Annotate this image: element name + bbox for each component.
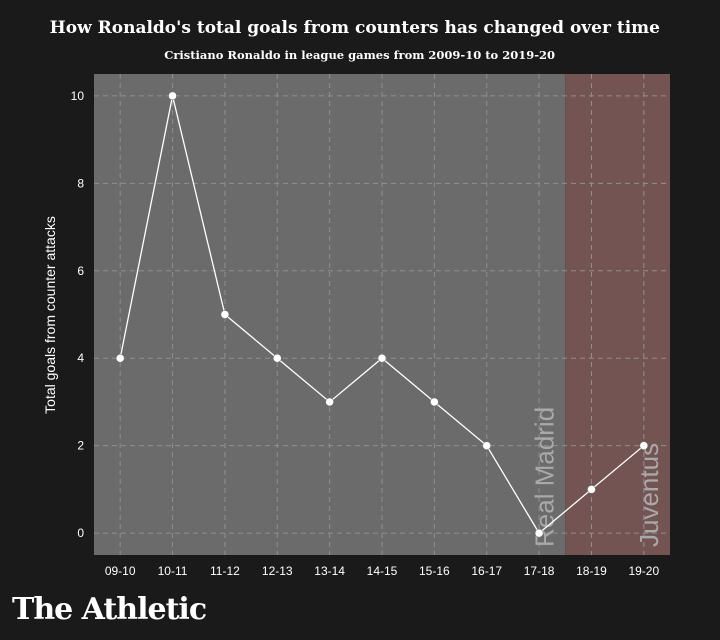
x-tick-label: 10-11: [158, 564, 188, 578]
data-point-19-20: [639, 441, 649, 450]
region-label-real-madrid: Real Madrid: [529, 407, 559, 547]
y-tick-label: 10: [71, 89, 85, 103]
data-points: [115, 91, 649, 538]
data-point-15-16: [430, 397, 439, 407]
y-tick-label: 0: [77, 526, 84, 540]
y-tick-label: 2: [77, 439, 84, 453]
x-tick-label: 18-19: [576, 564, 607, 578]
chart-subtitle: Cristiano Ronaldo in league games from 2…: [164, 48, 555, 62]
x-tick-label: 15-16: [419, 564, 450, 578]
data-point-12-13: [273, 353, 282, 363]
data-point-17-18: [534, 528, 544, 538]
x-tick-label: 19-20: [628, 564, 659, 578]
data-point-09-10: [115, 353, 125, 363]
data-point-16-17: [482, 441, 491, 450]
y-tick-label: 6: [77, 264, 84, 278]
club-region-labels: Real Madrid Juventus: [529, 407, 664, 547]
data-point-11-12: [220, 310, 230, 319]
y-axis-ticks: 0 2 4 6 8 10: [71, 89, 85, 540]
x-tick-label: 17-18: [524, 564, 555, 578]
x-tick-label: 14-15: [367, 564, 398, 578]
chart-title: How Ronaldo's total goals from counters …: [49, 18, 660, 38]
x-tick-label: 09-10: [105, 564, 136, 578]
y-tick-label: 4: [77, 351, 84, 365]
data-point-14-15: [377, 353, 387, 363]
x-tick-label: 13-14: [314, 564, 345, 578]
data-point-13-14: [325, 397, 334, 407]
data-point-10-11: [168, 91, 177, 101]
the-athletic-logo: The Athletic: [12, 592, 207, 627]
x-tick-label: 12-13: [262, 564, 293, 578]
x-axis-ticks: 09-10 10-11 11-12 12-13 13-14 14-15 15-16 16-17…: [105, 564, 660, 578]
region-juventus: [565, 74, 670, 555]
region-tint: [565, 74, 670, 555]
data-point-18-19: [587, 485, 596, 494]
x-tick-label: 16-17: [471, 564, 502, 578]
y-axis-label: Total goals from counter attacks: [42, 216, 58, 414]
y-tick-label: 8: [77, 176, 84, 190]
x-tick-label: 11-12: [210, 564, 240, 578]
region-label-juventus: Juventus: [634, 443, 664, 547]
